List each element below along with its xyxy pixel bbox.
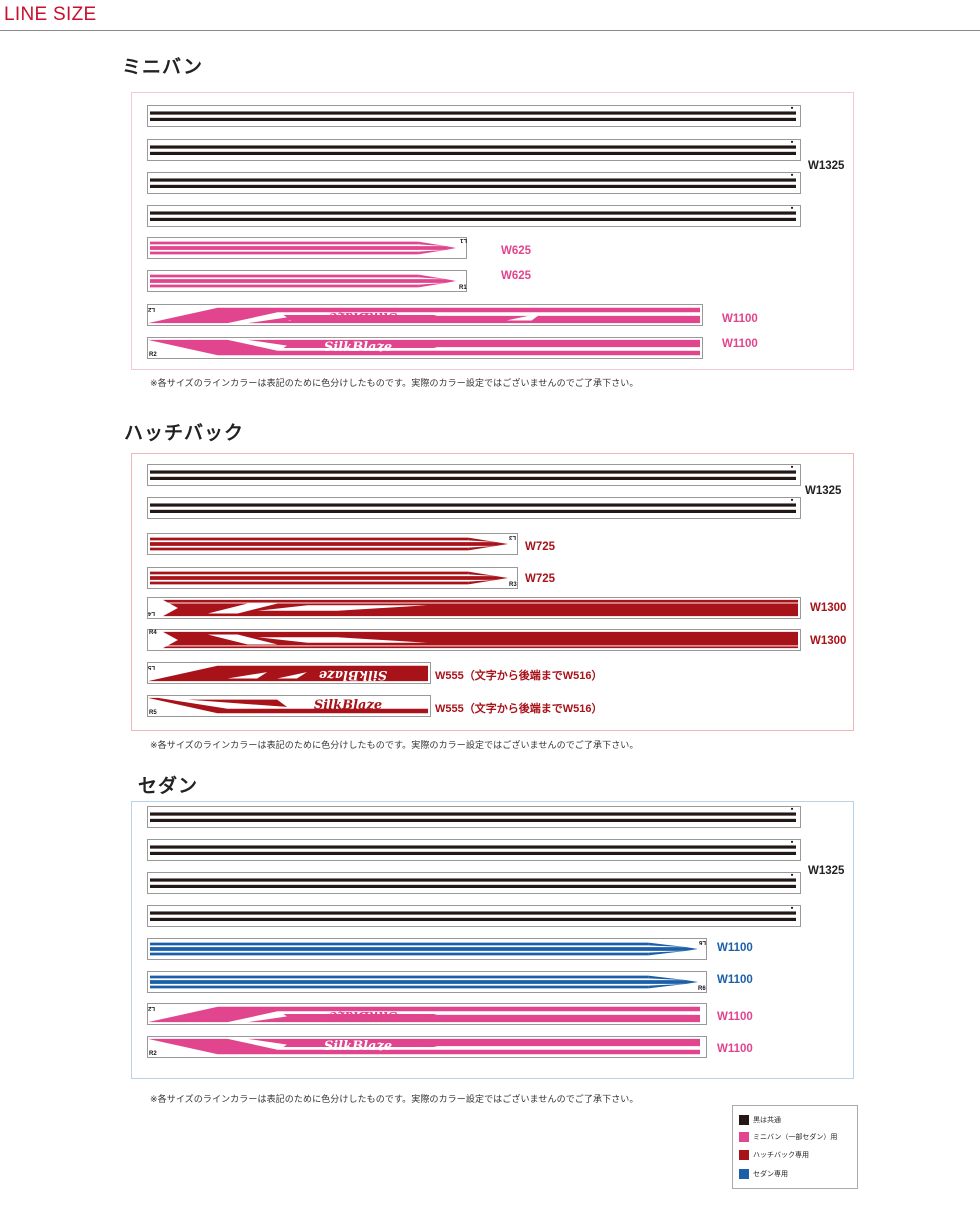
black-strip — [147, 905, 801, 927]
color-disclaimer-note: ※各サイズのラインカラーは表記のために色分けしたものです。実際のカラー設定ではご… — [150, 741, 639, 751]
part-code-tag: R2 — [149, 352, 157, 358]
dimension-label-w555: W555（文字から後端までW516） — [435, 703, 603, 715]
blue-strip-r6 — [147, 971, 707, 993]
part-code-tag: L5 — [148, 664, 156, 670]
dimension-label-w1100: W1100 — [717, 942, 753, 954]
pink-logo-strip-l2: SilkBlaze — [147, 1003, 707, 1025]
part-code-tag: R1 — [459, 285, 467, 291]
dimension-label-w1100: W1100 — [722, 338, 758, 350]
panel-minivan — [131, 92, 854, 370]
dimension-label-w1300: W1300 — [810, 635, 847, 647]
legend-label: ミニバン（一部セダン）用 — [753, 1133, 838, 1141]
pink-logo-strip-l2: SilkBlaze — [147, 304, 703, 326]
legend-label: セダン専用 — [753, 1170, 788, 1178]
dimension-label-w1300: W1300 — [810, 602, 847, 614]
red-strip-r3 — [147, 567, 518, 589]
pink-strip-l1 — [147, 237, 467, 259]
color-disclaimer-note: ※各サイズのラインカラーは表記のために色分けしたものです。実際のカラー設定ではご… — [150, 379, 639, 389]
legend-item-sedan: セダン専用 — [739, 1168, 788, 1180]
pink-strip-r1 — [147, 270, 467, 292]
legend-swatch — [739, 1169, 749, 1179]
red-logo-strip-r5: SilkBlaze — [147, 695, 431, 717]
red-strip-l3 — [147, 533, 518, 555]
dimension-label-w1325: W1325 — [805, 485, 842, 497]
black-strip — [147, 139, 801, 161]
section-title-minivan: ミニバン — [122, 56, 203, 78]
panel-sedan — [131, 801, 854, 1079]
silkblaze-logo: SilkBlaze — [328, 1008, 398, 1023]
red-logo-strip-l5: SilkBlaze — [147, 662, 431, 684]
black-strip — [147, 806, 801, 828]
part-code-tag: R3 — [509, 582, 517, 588]
black-strip — [147, 205, 801, 227]
legend-label: 黒は共通 — [753, 1116, 781, 1124]
silkblaze-logo: SilkBlaze — [318, 667, 388, 682]
dimension-label-w1100: W1100 — [717, 1011, 753, 1023]
black-strip — [147, 497, 801, 519]
dimension-label-w625: W625 — [501, 270, 532, 282]
black-strip — [147, 105, 801, 127]
dimension-label-w1325: W1325 — [808, 160, 845, 172]
page-header: LINE SIZE — [0, 0, 980, 31]
dimension-label-w725: W725 — [525, 573, 556, 585]
red-strip-l4 — [147, 597, 801, 619]
silkblaze-logo: SilkBlaze — [328, 309, 398, 324]
part-code-tag: L4 — [148, 610, 156, 616]
dimension-label-w725: W725 — [525, 541, 556, 553]
dimension-label-w625: W625 — [501, 245, 532, 257]
dimension-label-w1100: W1100 — [722, 313, 758, 325]
legend-swatch — [739, 1150, 749, 1160]
legend-swatch — [739, 1115, 749, 1125]
part-code-tag: L2 — [148, 1005, 156, 1011]
silkblaze-logo: SilkBlaze — [323, 1039, 393, 1054]
section-title-sedan: セダン — [138, 775, 199, 797]
pink-logo-strip-r2: SilkBlaze — [147, 337, 703, 359]
legend-item-hatchback: ハッチバック専用 — [739, 1149, 809, 1161]
part-code-tag: L6 — [699, 939, 707, 945]
part-code-tag: R2 — [149, 1051, 157, 1057]
legend-item-minivan: ミニバン（一部セダン）用 — [739, 1131, 837, 1143]
color-legend: 黒は共通 ミニバン（一部セダン）用 ハッチバック専用 セダン専用 — [732, 1105, 858, 1189]
dimension-label-w1325: W1325 — [808, 865, 845, 877]
dimension-label-w1100: W1100 — [717, 974, 753, 986]
black-strip — [147, 872, 801, 894]
silkblaze-logo: SilkBlaze — [323, 340, 393, 355]
legend-item-common: 黒は共通 — [739, 1114, 781, 1126]
black-strip — [147, 464, 801, 486]
silkblaze-logo: SilkBlaze — [313, 698, 383, 713]
black-strip — [147, 839, 801, 861]
dimension-label-w1100: W1100 — [717, 1043, 753, 1055]
blue-strip-l6 — [147, 938, 707, 960]
part-code-tag: R5 — [149, 710, 157, 716]
color-disclaimer-note: ※各サイズのラインカラーは表記のために色分けしたものです。実際のカラー設定ではご… — [150, 1095, 639, 1105]
legend-swatch — [739, 1132, 749, 1142]
pink-logo-strip-r2: SilkBlaze — [147, 1036, 707, 1058]
black-strip — [147, 172, 801, 194]
part-code-tag: L1 — [460, 237, 468, 243]
red-strip-r4 — [147, 629, 801, 651]
part-code-tag: R4 — [149, 630, 157, 636]
part-code-tag: L3 — [509, 534, 517, 540]
part-code-tag: L2 — [148, 306, 156, 312]
part-code-tag: R6 — [698, 986, 706, 992]
legend-label: ハッチバック専用 — [753, 1151, 809, 1159]
dimension-label-w555: W555（文字から後端までW516） — [435, 670, 603, 682]
page-title: LINE SIZE — [4, 4, 97, 25]
section-title-hatchback: ハッチバック — [124, 422, 245, 444]
panel-hatchback — [131, 453, 854, 731]
